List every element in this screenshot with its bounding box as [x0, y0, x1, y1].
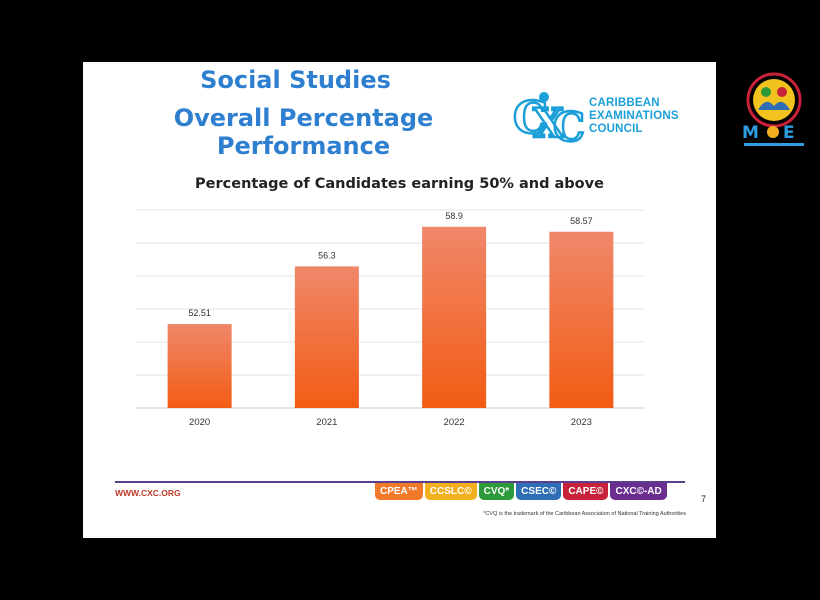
exam-badge-4: CAPE©: [563, 483, 609, 500]
svg-text:M: M: [742, 123, 759, 143]
moe-logo-icon: M E: [742, 72, 804, 146]
cxc-logo-icon: C X C: [512, 92, 585, 145]
chart-title: Percentage of Candidates earning 50% and…: [195, 176, 604, 192]
svg-text:X: X: [533, 100, 564, 145]
x-tick-label-2023: 2023: [571, 417, 592, 428]
data-label-2021: 56.3: [318, 250, 336, 260]
slide-title-line2: Overall Percentage Performance: [173, 104, 434, 160]
x-tick-label-2022: 2022: [444, 417, 465, 428]
council-line2: EXAMINATIONS: [589, 110, 679, 122]
bar-2020: [167, 324, 232, 408]
bar-chart: 52.51 2020 56.3 2021 58.9 2022 58.57 2023: [136, 209, 645, 428]
data-label-2020: 52.51: [188, 308, 211, 318]
exam-badge-2: CVQ*: [478, 483, 515, 500]
website-link[interactable]: WWW.CXC.ORG: [115, 488, 181, 498]
data-label-2023: 58.57: [570, 216, 593, 226]
council-line3: COUNCIL: [589, 123, 643, 135]
data-label-2022: 58.9: [445, 211, 463, 221]
x-tick-label-2020: 2020: [189, 417, 210, 428]
bar-2023: [549, 231, 614, 408]
bar-2022: [422, 226, 487, 408]
x-tick-label-2021: 2021: [316, 417, 337, 428]
exam-badges: CPEA™ CCSLC© CVQ* CSEC© CAPE© CXC©-AD: [375, 483, 667, 500]
footer-divider: [115, 481, 685, 483]
exam-badge-5: CXC©-AD: [610, 483, 667, 500]
slide-title-line1: Social Studies: [200, 66, 391, 94]
svg-text:C: C: [553, 104, 585, 145]
council-line1: CARIBBEAN: [589, 97, 660, 109]
exam-badge-0: CPEA™: [375, 483, 423, 500]
bar-2021: [294, 266, 359, 408]
page-number: 7: [701, 494, 707, 504]
slide: Social Studies Overall Percentage Perfor…: [83, 62, 716, 538]
svg-text:E: E: [783, 123, 795, 143]
exam-badge-3: CSEC©: [516, 483, 562, 500]
exam-badge-1: CCSLC©: [424, 483, 477, 500]
footnote: *CVQ is the trademark of the Caribbean A…: [483, 511, 686, 517]
council-name: CARIBBEAN EXAMINATIONS COUNCIL: [589, 97, 679, 136]
